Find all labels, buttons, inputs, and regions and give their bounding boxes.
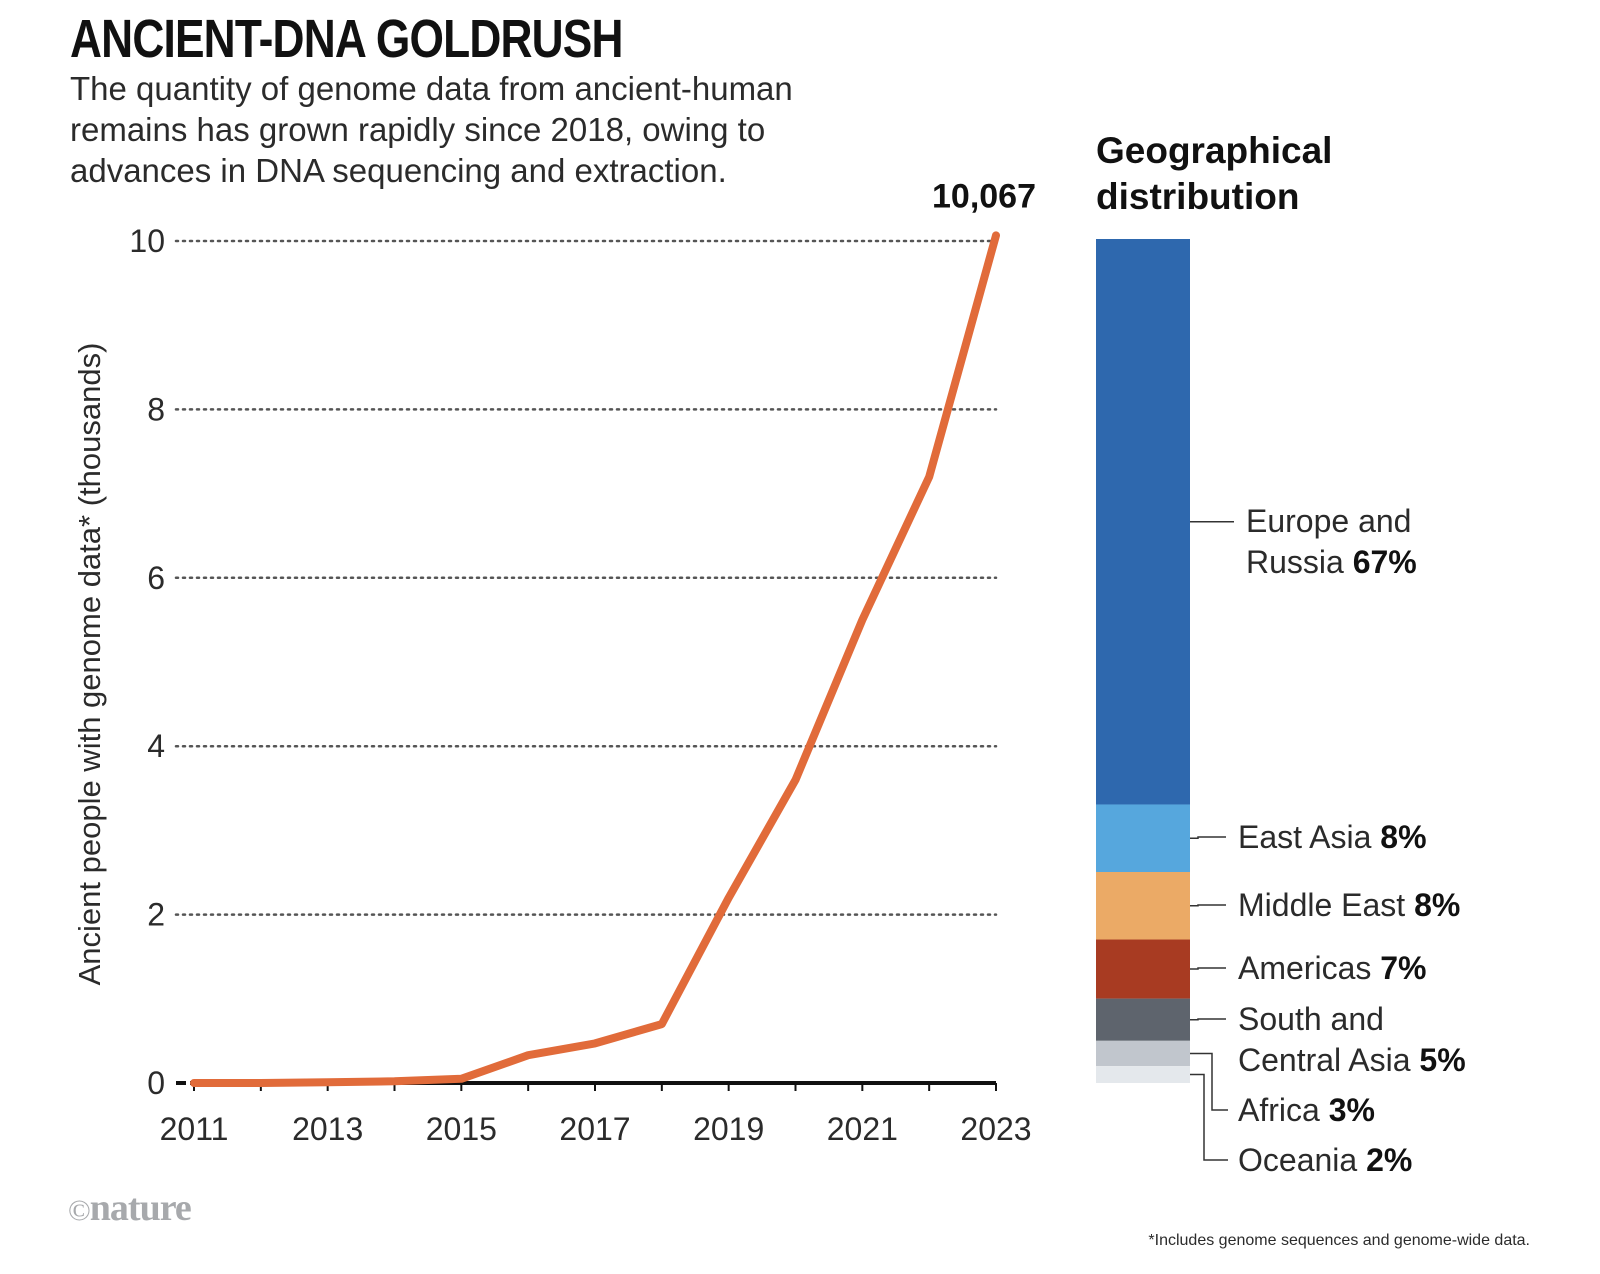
data-series bbox=[190, 231, 1000, 1087]
x-tick-label: 2011 bbox=[160, 1111, 229, 1147]
legend-name: Europe and bbox=[1246, 503, 1412, 539]
legend-name-2: Central Asia bbox=[1238, 1042, 1411, 1078]
legend-name: Oceania bbox=[1238, 1142, 1358, 1178]
legend-south-central-asia: South and Central Asia 5% bbox=[1238, 999, 1466, 1081]
legend-percent: 2% bbox=[1366, 1142, 1413, 1178]
x-tick-label: 2015 bbox=[426, 1111, 497, 1147]
bar-segment bbox=[1096, 939, 1190, 999]
leader-line bbox=[1190, 967, 1226, 970]
legend-middle-east: Middle East 8% bbox=[1238, 885, 1460, 926]
legend-percent: 5% bbox=[1419, 1042, 1466, 1078]
x-tick-label: 2013 bbox=[292, 1111, 363, 1147]
bar-segment bbox=[1096, 1040, 1190, 1067]
bar-segment bbox=[1096, 998, 1190, 1041]
distribution-title: Geographical distribution bbox=[1096, 128, 1332, 220]
leader-line bbox=[1190, 1073, 1228, 1161]
legend-name: Americas bbox=[1238, 950, 1372, 986]
legend-americas: Americas 7% bbox=[1238, 948, 1427, 989]
chart-subtitle: The quantity of genome data from ancient… bbox=[70, 70, 793, 189]
distribution-title-line-1: Geographical bbox=[1096, 130, 1333, 171]
bar-segment bbox=[1096, 804, 1190, 872]
y-tick-label: 4 bbox=[147, 728, 165, 764]
tick-labels: 0 2 4 6 8 10 2011 2013 2015 2017 2019 2021 2023 bbox=[129, 223, 1031, 1147]
peak-value-label: 10,067 bbox=[932, 177, 1036, 215]
bar-segment bbox=[1096, 1066, 1190, 1083]
bar-segment bbox=[1096, 872, 1190, 940]
y-tick-label: 10 bbox=[129, 223, 165, 259]
legend-name-2: Russia bbox=[1246, 544, 1344, 580]
y-tick-label: 8 bbox=[147, 391, 165, 427]
leader-line bbox=[1190, 904, 1226, 907]
y-tick-label: 6 bbox=[147, 560, 165, 596]
leader-line bbox=[1190, 1052, 1228, 1111]
legend-name: Africa bbox=[1238, 1092, 1320, 1128]
x-tick-label: 2023 bbox=[960, 1111, 1031, 1147]
legend-east-asia: East Asia 8% bbox=[1238, 817, 1427, 858]
y-tick-label: 2 bbox=[147, 897, 165, 933]
legend-oceania: Oceania 2% bbox=[1238, 1140, 1412, 1181]
distribution-title-line-2: distribution bbox=[1096, 176, 1300, 217]
y-tick-label: 0 bbox=[147, 1065, 165, 1101]
legend-africa: Africa 3% bbox=[1238, 1090, 1375, 1131]
legend-percent: 7% bbox=[1380, 950, 1427, 986]
legend-europe-russia: Europe and Russia 67% bbox=[1246, 501, 1417, 583]
x-tick-label: 2019 bbox=[693, 1111, 764, 1147]
leader-line bbox=[1190, 1018, 1226, 1021]
x-tick-label: 2017 bbox=[559, 1111, 630, 1147]
legend-percent: 3% bbox=[1328, 1092, 1375, 1128]
bar-segment bbox=[1096, 239, 1190, 805]
legend-name: Middle East bbox=[1238, 887, 1406, 923]
legend-percent: 8% bbox=[1380, 819, 1427, 855]
x-tick-label: 2021 bbox=[827, 1111, 898, 1147]
nature-logo: ©nature bbox=[68, 1187, 192, 1229]
legend-percent: 8% bbox=[1414, 887, 1461, 923]
series-line bbox=[190, 231, 1000, 1087]
legend-name: East Asia bbox=[1238, 819, 1372, 855]
footnote: *Includes genome sequences and genome-wi… bbox=[1148, 1232, 1530, 1249]
y-axis-label: Ancient people with genome data* (thousa… bbox=[72, 343, 107, 986]
chart-title: ANCIENT-DNA GOLDRUSH bbox=[70, 9, 623, 69]
legend-name: South and bbox=[1238, 1001, 1384, 1037]
distribution-bar bbox=[1096, 239, 1234, 1161]
legend-percent: 67% bbox=[1352, 544, 1417, 580]
grid-lines bbox=[174, 239, 998, 916]
leader-line bbox=[1190, 836, 1226, 839]
